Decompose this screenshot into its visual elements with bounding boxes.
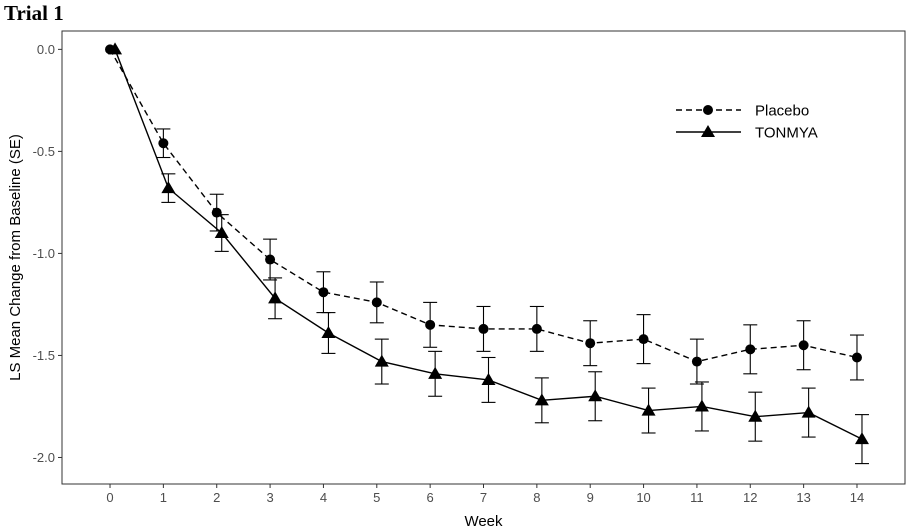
data-point-placebo bbox=[585, 338, 596, 349]
data-point-tonmya bbox=[641, 403, 656, 416]
x-tick-label: 1 bbox=[160, 490, 167, 505]
data-point-tonmya bbox=[854, 432, 869, 445]
series-tonmya bbox=[108, 42, 869, 465]
x-tick-label: 9 bbox=[587, 490, 594, 505]
data-point-tonmya bbox=[748, 409, 763, 422]
x-tick-label: 11 bbox=[690, 490, 704, 505]
data-point-placebo bbox=[691, 356, 702, 367]
y-tick-label: -1.5 bbox=[33, 348, 55, 363]
x-tick-label: 7 bbox=[480, 490, 487, 505]
data-point-placebo bbox=[425, 319, 436, 330]
x-tick-label: 8 bbox=[533, 490, 540, 505]
data-point-tonmya bbox=[108, 42, 123, 55]
data-point-placebo bbox=[851, 352, 862, 363]
data-point-placebo bbox=[638, 334, 649, 345]
data-point-placebo bbox=[371, 297, 382, 308]
y-axis-title: LS Mean Change from Baseline (SE) bbox=[7, 134, 24, 381]
data-point-tonmya bbox=[694, 399, 709, 412]
x-tick-label: 6 bbox=[427, 490, 434, 505]
data-point-tonmya bbox=[374, 354, 389, 367]
x-tick-label: 4 bbox=[320, 490, 327, 505]
legend: Placebo TONMYA bbox=[676, 103, 818, 142]
data-point-tonmya bbox=[321, 326, 336, 339]
data-point-tonmya bbox=[428, 366, 443, 379]
data-point-placebo bbox=[531, 323, 542, 334]
legend-key-marker-placebo bbox=[703, 105, 713, 115]
data-point-tonmya bbox=[161, 181, 176, 194]
x-tick-label: 14 bbox=[850, 490, 864, 505]
data-point-tonmya bbox=[481, 372, 496, 385]
x-axis-title: Week bbox=[464, 513, 503, 530]
x-tick-label: 0 bbox=[106, 490, 113, 505]
data-point-tonmya bbox=[588, 389, 603, 402]
y-axis: 0.0 -0.5 -1.0 -1.5 -2.0 bbox=[33, 42, 62, 465]
data-point-placebo bbox=[158, 138, 169, 149]
data-point-placebo bbox=[265, 254, 276, 265]
data-point-tonmya bbox=[534, 393, 549, 406]
data-point-placebo bbox=[745, 344, 756, 355]
y-tick-label: -1.0 bbox=[33, 246, 55, 261]
series-placebo bbox=[105, 44, 864, 385]
data-point-placebo bbox=[211, 207, 222, 218]
series-layer bbox=[105, 42, 869, 465]
data-point-tonmya bbox=[801, 405, 816, 418]
y-tick-label: -2.0 bbox=[33, 450, 55, 465]
x-axis: 0 1 2 3 4 5 6 7 8 9 10 11 12 13 14 bbox=[106, 484, 864, 505]
legend-label-placebo: Placebo bbox=[755, 103, 809, 120]
x-tick-label: 13 bbox=[796, 490, 810, 505]
data-point-tonmya bbox=[268, 291, 283, 304]
data-point-placebo bbox=[478, 323, 489, 334]
x-tick-label: 10 bbox=[636, 490, 650, 505]
plot-panel bbox=[61, 30, 906, 485]
legend-key-marker-tonmya bbox=[701, 125, 715, 138]
x-tick-label: 12 bbox=[743, 490, 757, 505]
x-tick-label: 5 bbox=[373, 490, 380, 505]
data-point-placebo bbox=[798, 340, 809, 351]
x-tick-label: 3 bbox=[266, 490, 273, 505]
chart-title: Trial 1 bbox=[4, 1, 64, 25]
data-point-tonmya bbox=[214, 226, 229, 239]
y-tick-label: -0.5 bbox=[33, 144, 55, 159]
x-tick-label: 2 bbox=[213, 490, 220, 505]
data-point-placebo bbox=[318, 287, 329, 298]
y-tick-label: 0.0 bbox=[37, 42, 55, 57]
legend-label-tonmya: TONMYA bbox=[755, 125, 818, 142]
